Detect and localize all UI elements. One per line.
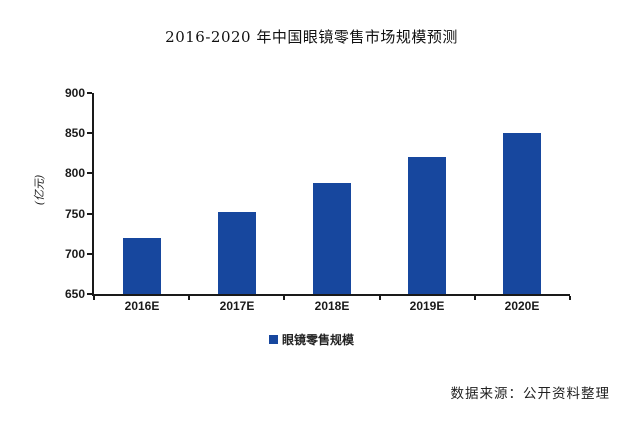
y-axis-tick-mark — [87, 172, 92, 175]
x-axis-category-label: 2018E — [314, 299, 350, 313]
bar-2020E — [503, 133, 541, 294]
x-axis-tick-mark — [379, 296, 381, 300]
bar-2019E — [408, 157, 446, 294]
bar-2017E — [218, 212, 256, 294]
chart-title: 2016-2020 年中国眼镜零售市场规模预测 — [165, 28, 458, 46]
legend-series-label: 眼镜零售规模 — [281, 333, 354, 347]
plot-area: 650 700 750 800 850 900 2016E 2017E 2018E 2019E 20… — [65, 87, 571, 313]
legend-swatch-icon — [268, 335, 278, 344]
x-axis-tick-mark — [93, 296, 95, 300]
y-axis-tick-label: 900 — [64, 86, 85, 100]
legend: 眼镜零售规模 — [0, 331, 623, 348]
x-axis-tick-mark — [569, 296, 571, 300]
y-axis-tick-mark — [87, 293, 92, 295]
y-axis-tick-mark — [87, 132, 92, 135]
y-axis-tick-mark — [87, 252, 92, 255]
x-axis-category-label: 2016E — [124, 299, 160, 313]
y-axis-tick-label: 850 — [64, 126, 85, 141]
x-axis-category-label: 2017E — [219, 299, 255, 313]
y-axis-tick-label: 750 — [64, 206, 85, 221]
x-axis-tick-mark — [474, 296, 476, 300]
x-axis-tick-mark — [283, 296, 285, 300]
y-axis-tick-label: 700 — [64, 246, 85, 261]
x-axis-category-label: 2019E — [409, 299, 445, 313]
bar-2016E — [123, 238, 161, 294]
data-source-note: 数据来源：公开资料整理 — [450, 386, 610, 402]
y-axis-tick-mark — [87, 212, 92, 215]
x-axis-tick-mark — [188, 296, 190, 300]
bar-2018E — [313, 183, 351, 294]
y-axis-tick-mark — [87, 92, 92, 94]
x-axis-category-label: 2020E — [504, 299, 540, 313]
y-axis-tick-label: 800 — [64, 166, 85, 181]
y-axis-tick-label: 650 — [64, 287, 85, 301]
